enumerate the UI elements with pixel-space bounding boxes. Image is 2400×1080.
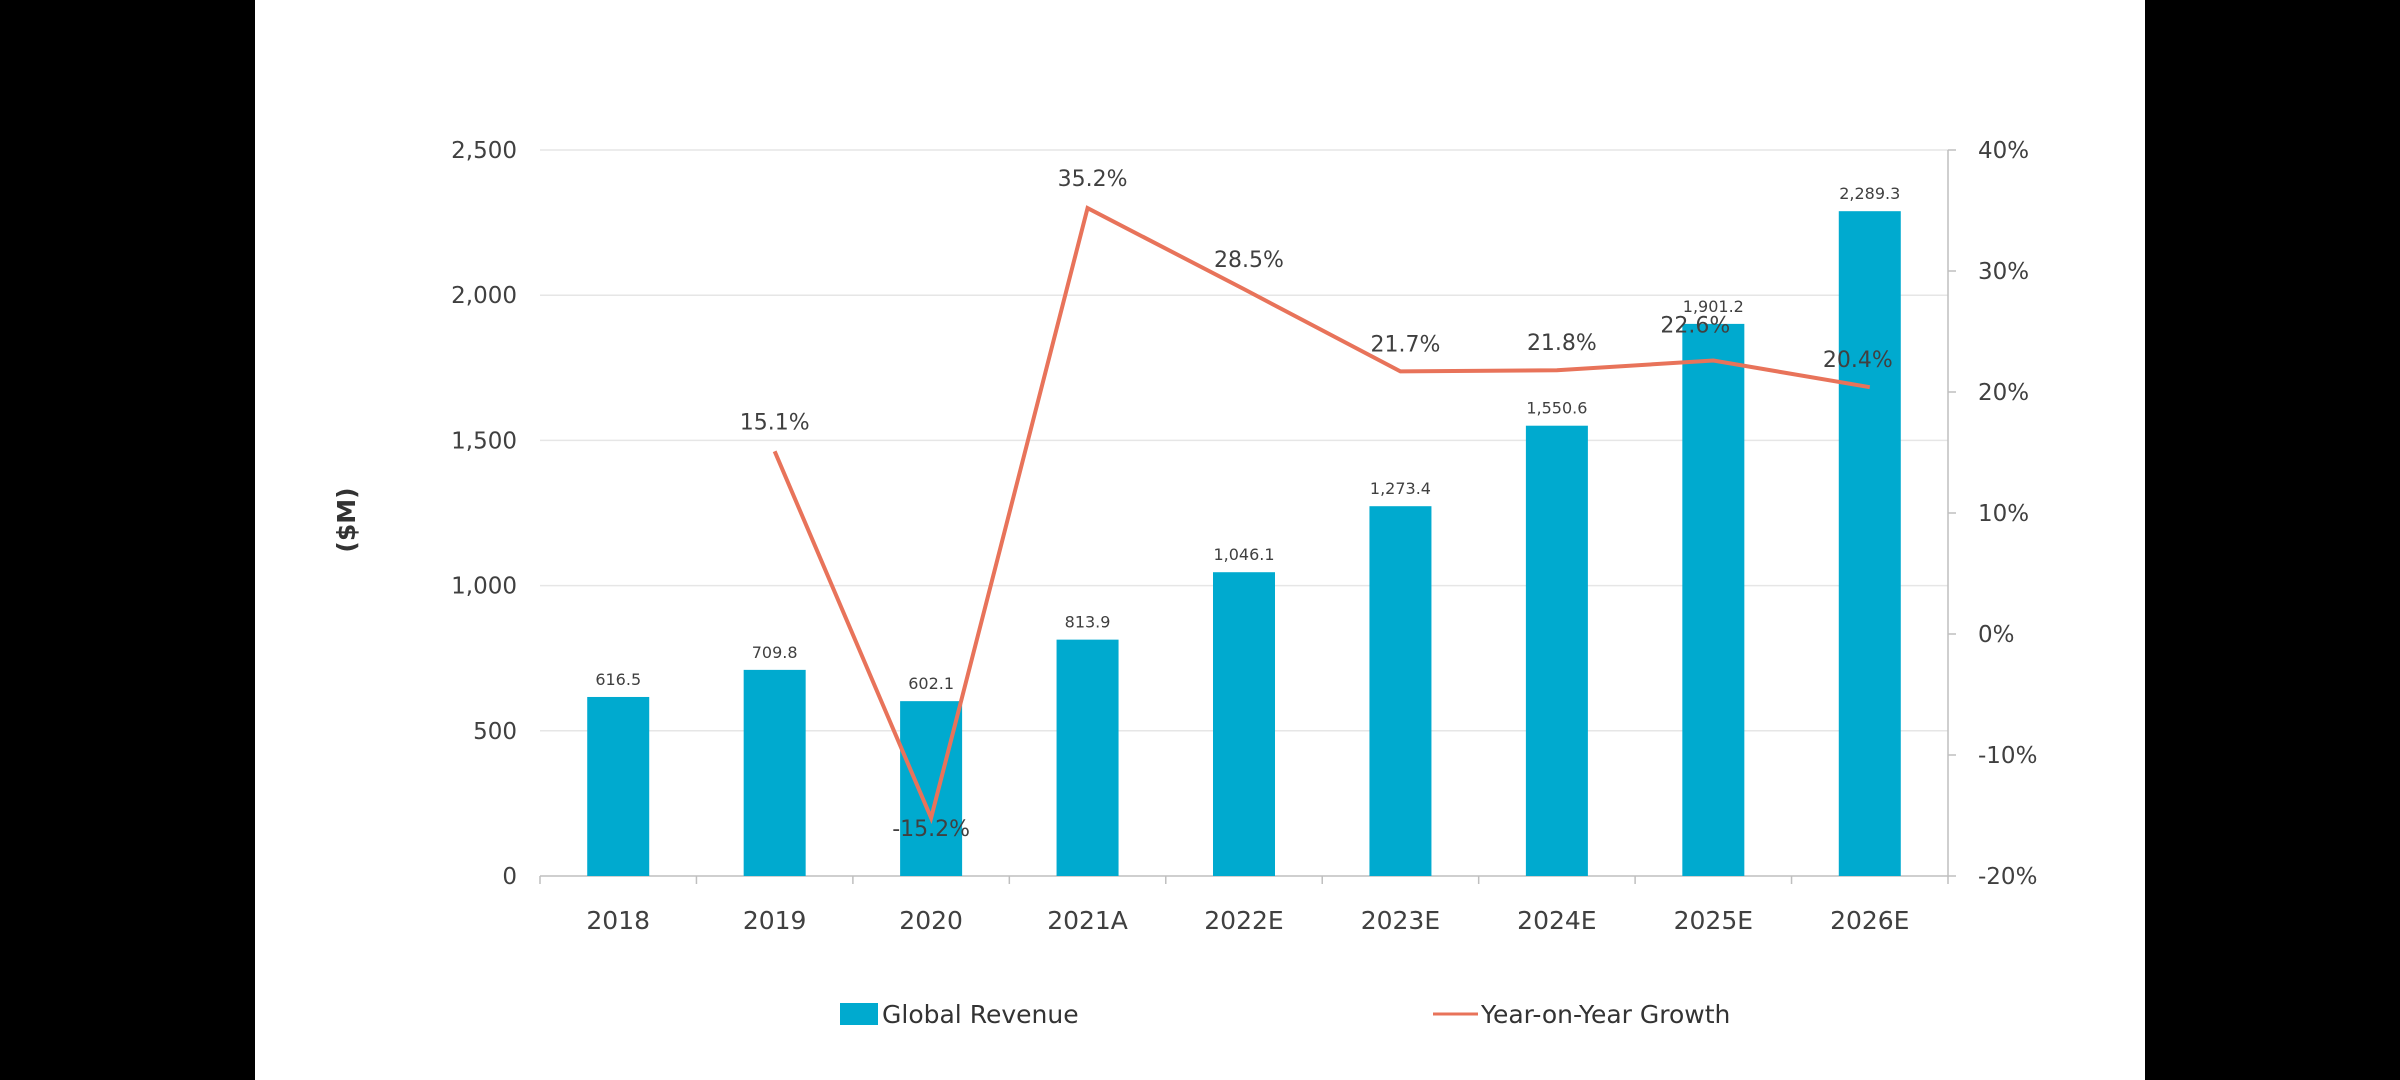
y-tick-label: 2,500: [451, 138, 517, 164]
y-tick-label: 500: [473, 719, 517, 745]
chart: 0 500 1,000 1,500 2,000 2,500 -20% -10% 0% 10% 20…: [332, 138, 2037, 1029]
growth-value-label: 35.2%: [1058, 167, 1128, 192]
growth-value-label: 22.6%: [1660, 314, 1730, 339]
x-tick-label: 2023E: [1361, 906, 1440, 935]
y-axis-title: ($M): [332, 487, 361, 552]
bar-value-label: 709.8: [752, 643, 798, 662]
y2-tick-label: 20%: [1978, 380, 2029, 406]
legend-label-revenue: Global Revenue: [882, 1000, 1079, 1029]
y2-tick-label: -20%: [1978, 864, 2037, 890]
bar-value-label: 1,901.2: [1683, 297, 1744, 316]
revenue-bar-labels: 616.5 709.8 602.1 813.9 1,046.1 1,273.4 1,550.…: [595, 184, 1900, 693]
growth-value-label: 20.4%: [1823, 348, 1893, 373]
bar: [743, 669, 806, 876]
legend-swatch-revenue: [840, 1003, 878, 1025]
y2-tick-label: 10%: [1978, 501, 2029, 527]
y2-tick-label: 40%: [1978, 138, 2029, 164]
y2-tick-label: -10%: [1978, 743, 2037, 769]
x-tick-label: 2021A: [1047, 906, 1128, 935]
bar: [1525, 425, 1588, 876]
growth-value-label: 21.7%: [1370, 332, 1440, 357]
bar: [587, 696, 650, 876]
right-axis-ticks: -20% -10% 0% 10% 20% 30% 40%: [1948, 138, 2037, 890]
growth-value-label: 15.1%: [740, 410, 810, 435]
bar: [1213, 572, 1275, 876]
x-tick-label: 2018: [586, 906, 650, 935]
x-tick-label: 2019: [743, 906, 807, 935]
x-tick-label: 2025E: [1674, 906, 1753, 935]
x-tick-label: 2020: [899, 906, 963, 935]
chart-panel: 0 500 1,000 1,500 2,000 2,500 -20% -10% 0% 10% 20…: [255, 0, 2145, 1080]
bar: [1056, 639, 1119, 876]
bar-value-label: 616.5: [595, 670, 641, 689]
x-tick-label: 2022E: [1204, 906, 1283, 935]
bar: [1369, 506, 1432, 876]
left-axis-ticks: 0 500 1,000 1,500 2,000 2,500: [451, 138, 517, 890]
growth-line-labels: 15.1% -15.2% 35.2% 28.5% 21.7% 21.8% 22.6% 20.4…: [740, 167, 1893, 842]
bar: [1838, 211, 1901, 877]
x-tick-label: 2026E: [1830, 906, 1909, 935]
category-axis-labels: 2018 2019 2020 2021A 2022E 2023E 2024E 2025E 202…: [539, 876, 1949, 935]
growth-line: [772, 205, 1871, 825]
legend-label-growth: Year-on-Year Growth: [1480, 1000, 1730, 1029]
bar-value-label: 1,046.1: [1213, 545, 1274, 564]
bar-value-label: 813.9: [1065, 613, 1111, 632]
revenue-bars: [587, 211, 1901, 877]
bar: [1682, 323, 1745, 877]
bar-value-label: 1,273.4: [1370, 479, 1431, 498]
x-tick-label: 2024E: [1517, 906, 1596, 935]
y-tick-label: 1,000: [451, 574, 517, 600]
bar-value-label: 2,289.3: [1839, 184, 1900, 203]
y-tick-label: 0: [502, 864, 517, 890]
y-tick-label: 1,500: [451, 428, 517, 454]
growth-value-label: -15.2%: [892, 817, 970, 842]
y2-tick-label: 30%: [1978, 259, 2029, 285]
legend: Global Revenue Year-on-Year Growth: [840, 1000, 1730, 1029]
growth-value-label: 28.5%: [1214, 248, 1284, 273]
growth-line-series: [772, 205, 1871, 825]
y2-tick-label: 0%: [1978, 622, 2015, 648]
bar-value-label: 602.1: [908, 674, 954, 693]
bar-value-label: 1,550.6: [1526, 399, 1587, 418]
y-tick-label: 2,000: [451, 283, 517, 309]
growth-value-label: 21.8%: [1527, 331, 1597, 356]
